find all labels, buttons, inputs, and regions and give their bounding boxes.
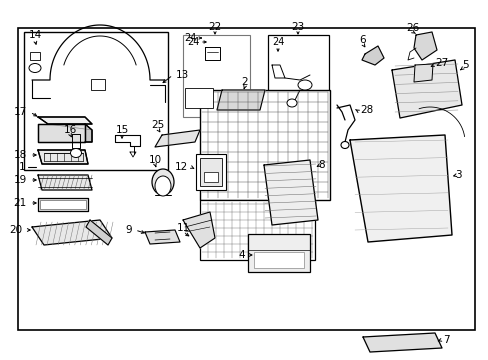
Text: 7: 7 xyxy=(442,335,448,345)
Text: 20: 20 xyxy=(9,225,22,235)
Text: 19: 19 xyxy=(14,175,27,185)
Polygon shape xyxy=(155,130,200,147)
Polygon shape xyxy=(32,220,112,245)
Bar xyxy=(253,252,304,268)
Ellipse shape xyxy=(152,169,174,195)
Ellipse shape xyxy=(286,99,296,107)
Text: 21: 21 xyxy=(14,198,27,208)
Bar xyxy=(18,28,474,330)
Text: 28: 28 xyxy=(359,105,372,115)
Text: 10: 10 xyxy=(148,155,161,165)
Bar xyxy=(183,35,249,117)
Polygon shape xyxy=(361,46,383,65)
Polygon shape xyxy=(217,90,264,110)
Polygon shape xyxy=(349,135,451,242)
Text: 18: 18 xyxy=(14,150,27,160)
Polygon shape xyxy=(38,198,88,211)
Text: 24: 24 xyxy=(183,33,196,43)
Text: 23: 23 xyxy=(291,22,304,32)
Polygon shape xyxy=(86,220,112,245)
Bar xyxy=(196,154,225,190)
Text: 16: 16 xyxy=(63,125,77,135)
Bar xyxy=(247,234,309,272)
Ellipse shape xyxy=(29,63,41,72)
Text: 14: 14 xyxy=(28,30,41,40)
Text: 6: 6 xyxy=(359,35,366,45)
Text: 22: 22 xyxy=(208,22,221,32)
Bar xyxy=(203,172,218,182)
Bar xyxy=(91,79,105,90)
Text: 27: 27 xyxy=(434,58,447,68)
Bar xyxy=(184,88,213,108)
Text: 1: 1 xyxy=(19,162,25,172)
Text: 15: 15 xyxy=(115,125,128,135)
Ellipse shape xyxy=(297,80,311,90)
Text: 4: 4 xyxy=(238,250,244,260)
Text: 25: 25 xyxy=(151,120,164,130)
Text: 13: 13 xyxy=(176,70,189,80)
Polygon shape xyxy=(85,124,92,142)
Polygon shape xyxy=(183,212,215,248)
Ellipse shape xyxy=(70,148,81,157)
Bar xyxy=(200,90,329,200)
Ellipse shape xyxy=(155,176,171,196)
Bar xyxy=(200,158,222,186)
Bar xyxy=(40,200,86,209)
Polygon shape xyxy=(413,64,432,82)
Polygon shape xyxy=(38,117,92,124)
Text: 2: 2 xyxy=(241,77,248,87)
Text: 5: 5 xyxy=(461,60,468,70)
Polygon shape xyxy=(413,32,436,60)
Bar xyxy=(24,32,168,170)
Text: 11: 11 xyxy=(176,223,189,233)
Bar xyxy=(200,200,314,260)
Text: 24: 24 xyxy=(271,37,284,47)
Text: 17: 17 xyxy=(14,107,27,117)
Polygon shape xyxy=(38,175,92,190)
Polygon shape xyxy=(38,124,85,142)
Bar xyxy=(30,52,40,60)
Bar xyxy=(267,35,328,117)
Text: 12: 12 xyxy=(174,162,187,172)
Text: 24: 24 xyxy=(186,37,199,47)
Text: 26: 26 xyxy=(406,23,419,33)
Polygon shape xyxy=(264,160,317,225)
Polygon shape xyxy=(391,60,461,118)
Polygon shape xyxy=(362,333,441,352)
Polygon shape xyxy=(38,150,88,164)
Ellipse shape xyxy=(340,141,348,148)
Text: 3: 3 xyxy=(454,170,461,180)
Text: 8: 8 xyxy=(317,160,324,170)
Polygon shape xyxy=(145,230,180,244)
Text: 9: 9 xyxy=(125,225,132,235)
